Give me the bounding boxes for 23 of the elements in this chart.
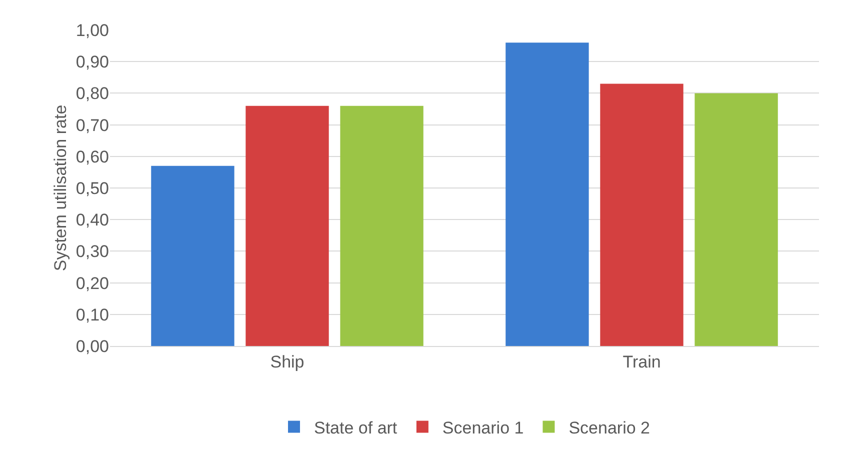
y-tick-label: 0,00 (76, 336, 109, 356)
y-tick-label: 0,20 (76, 274, 109, 293)
bar (600, 84, 684, 346)
y-tick-label: 0,70 (76, 116, 109, 135)
legend-label: State of art (314, 418, 398, 438)
y-tick-label: 0,30 (76, 242, 109, 262)
y-tick-label: 0,10 (76, 305, 109, 324)
bar (151, 166, 234, 346)
y-tick-label: 0,60 (76, 147, 109, 166)
bar (506, 42, 589, 346)
y-tick-label: 0,90 (76, 52, 109, 72)
y-tick-label: 0,50 (76, 178, 109, 198)
legend-label: Scenario 1 (442, 418, 524, 438)
y-tick-label: 0,40 (76, 210, 109, 230)
bar (246, 106, 329, 346)
bar (694, 93, 778, 346)
x-tick-label: Train (622, 352, 661, 372)
y-tick-label: 0,80 (76, 84, 109, 104)
x-tick-label: Ship (270, 352, 304, 372)
y-tick-label: 1,00 (76, 20, 109, 40)
y-axis-title: System utilisation rate (51, 104, 70, 272)
bar (340, 106, 424, 346)
legend-label: Scenario 2 (568, 418, 650, 438)
